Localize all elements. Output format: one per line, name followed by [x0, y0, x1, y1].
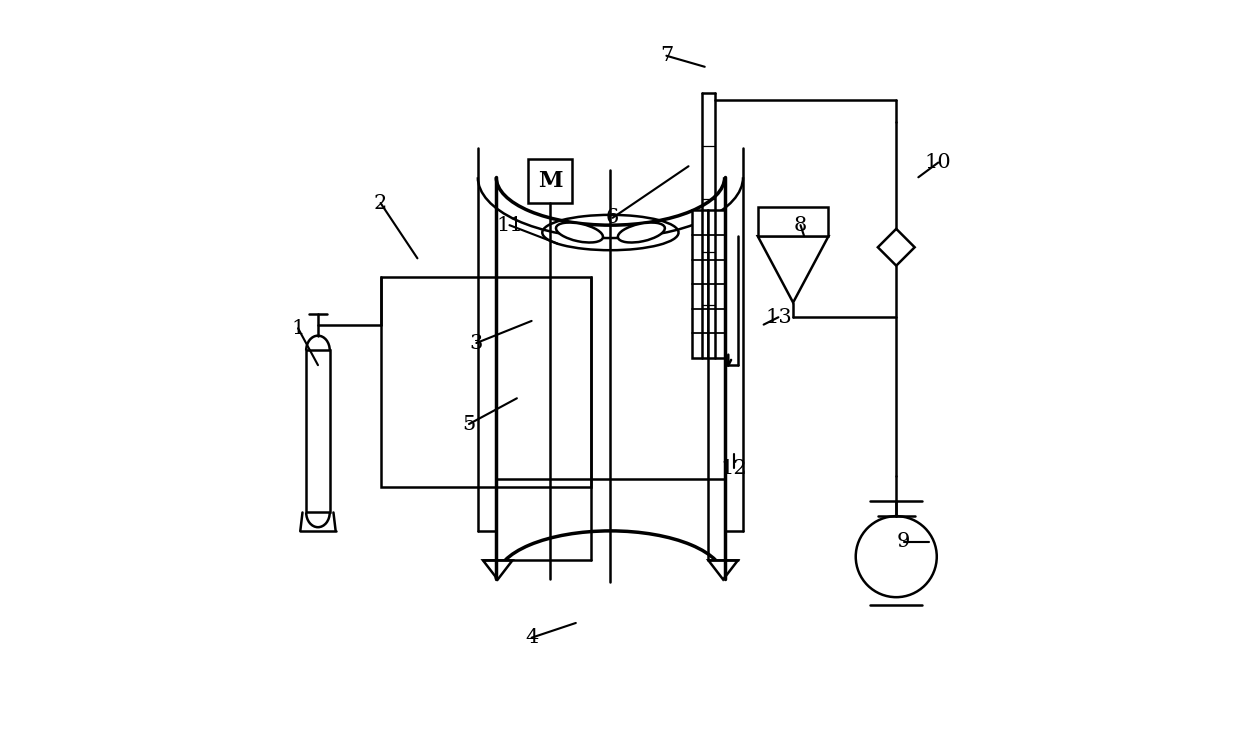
FancyBboxPatch shape: [758, 207, 828, 236]
Text: 2: 2: [374, 194, 387, 212]
Text: 12: 12: [720, 459, 748, 478]
Polygon shape: [758, 236, 828, 302]
FancyBboxPatch shape: [381, 276, 590, 486]
Text: 9: 9: [897, 533, 910, 551]
Text: 6: 6: [606, 209, 619, 227]
FancyBboxPatch shape: [528, 159, 572, 203]
Polygon shape: [708, 560, 738, 580]
Text: 3: 3: [470, 334, 484, 352]
FancyBboxPatch shape: [692, 210, 724, 358]
Text: 4: 4: [525, 628, 538, 647]
FancyBboxPatch shape: [306, 350, 330, 513]
Text: 10: 10: [925, 153, 951, 172]
Circle shape: [856, 516, 936, 597]
Ellipse shape: [618, 223, 665, 243]
Text: 8: 8: [794, 215, 807, 235]
Text: 7: 7: [660, 46, 673, 66]
Text: 11: 11: [496, 215, 523, 235]
Polygon shape: [482, 560, 512, 580]
Polygon shape: [878, 229, 915, 266]
Text: 13: 13: [765, 308, 792, 327]
Text: M: M: [538, 170, 562, 192]
Text: 1: 1: [291, 319, 305, 337]
Ellipse shape: [556, 223, 603, 243]
Text: 5: 5: [463, 414, 476, 434]
